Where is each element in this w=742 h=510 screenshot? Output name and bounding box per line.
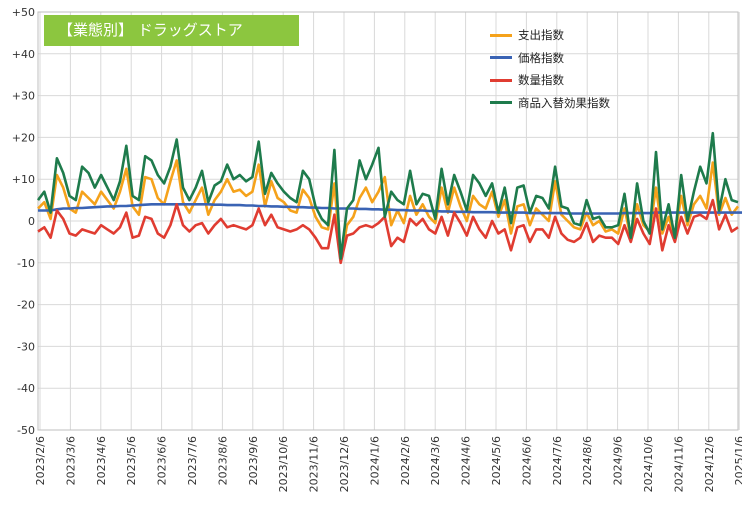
x-tick-label: 2023/2/6 — [34, 436, 47, 485]
legend-label-spending: 支出指数 — [518, 28, 564, 43]
y-tick-label: 0 — [28, 215, 35, 228]
y-tick-label: +10 — [12, 173, 35, 186]
series-lines — [36, 131, 742, 265]
plot-frame — [37, 11, 739, 431]
series-line-3 — [36, 131, 739, 260]
y-tick-label: -50 — [17, 424, 35, 437]
legend-item-spending: 支出指数 — [490, 24, 610, 47]
y-tick-label: -30 — [17, 340, 35, 353]
x-tick-label: 2024/4/6 — [460, 436, 473, 485]
x-tick-label: 2024/5/6 — [490, 436, 503, 485]
x-tick-label: 2024/10/6 — [642, 436, 655, 492]
x-tick-label: 2024/11/6 — [672, 436, 685, 492]
legend-swatch-quantity — [490, 78, 512, 82]
x-axis: 2023/2/6 2023/3/6 2023/4/6 2023/5/6 2023/6/6… — [34, 436, 742, 492]
x-tick-label: 2024/9/6 — [612, 436, 625, 485]
y-tick-label: -20 — [17, 299, 35, 312]
x-tick-label: 2023/6/6 — [156, 436, 169, 485]
x-tick-label: 2024/8/6 — [581, 436, 594, 485]
legend-swatch-spending — [490, 33, 512, 37]
y-tick-label: -40 — [17, 382, 35, 395]
y-axis: +50 +40 +30 +20 +10 0 -10 -20 -30 -40 -50 — [12, 6, 35, 437]
y-tick-label: +30 — [12, 90, 35, 103]
x-tick-label: 2023/8/6 — [216, 436, 229, 485]
legend-swatch-price — [490, 56, 512, 60]
y-tick-label: +40 — [12, 48, 35, 61]
x-tick-label: 2023/9/6 — [247, 436, 260, 485]
x-tick-label: 2023/5/6 — [125, 436, 138, 485]
x-tick-label: 2023/3/6 — [64, 436, 77, 485]
chart-title: 【業態別】 ドラッグストア — [44, 15, 299, 46]
legend-item-replacement: 商品入替効果指数 — [490, 92, 610, 115]
y-tick-label: +50 — [12, 6, 35, 19]
x-tick-label: 2023/10/6 — [277, 436, 290, 492]
x-tick-label: 2023/7/6 — [186, 436, 199, 485]
x-tick-label: 2023/4/6 — [95, 436, 108, 485]
y-tick-label: -10 — [17, 257, 35, 270]
x-tick-label: 2024/7/6 — [551, 436, 564, 485]
x-tick-label: 2024/1/6 — [368, 436, 381, 485]
x-tick-label: 2025/1/6 — [733, 436, 742, 485]
x-tick-label: 2024/2/6 — [399, 436, 412, 485]
series-line-2 — [37, 198, 739, 265]
legend-item-quantity: 数量指数 — [490, 69, 610, 92]
x-tick-label: 2024/6/6 — [520, 436, 533, 485]
x-tick-label: 2024/3/6 — [429, 436, 442, 485]
legend-label-replacement: 商品入替効果指数 — [518, 95, 610, 110]
legend-label-quantity: 数量指数 — [518, 73, 564, 88]
legend-item-price: 価格指数 — [490, 47, 610, 70]
x-tick-label: 2024/12/6 — [703, 436, 716, 492]
legend: 支出指数 価格指数 数量指数 商品入替効果指数 — [490, 24, 610, 114]
y-tick-label: +20 — [12, 131, 35, 144]
legend-label-price: 価格指数 — [518, 50, 564, 65]
legend-swatch-replacement — [490, 101, 512, 105]
x-tick-label: 2023/12/6 — [338, 436, 351, 492]
x-tick-label: 2023/11/6 — [308, 436, 321, 492]
